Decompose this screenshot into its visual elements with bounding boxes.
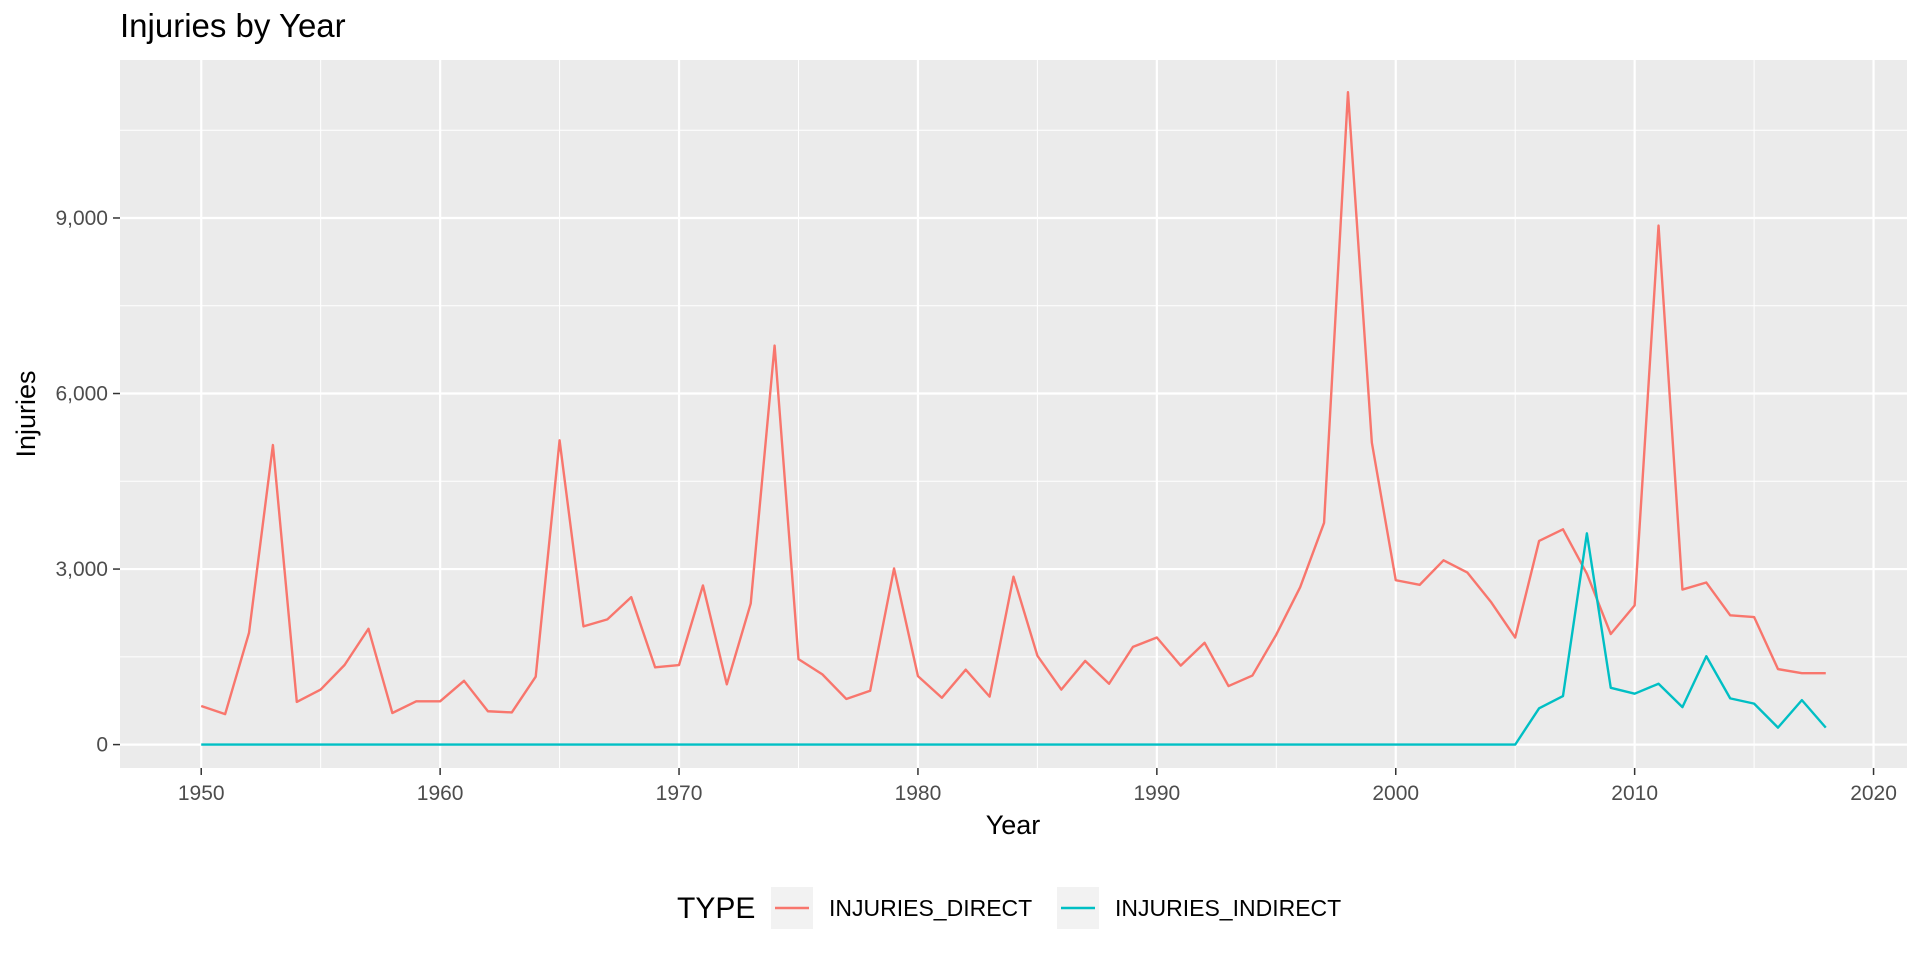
x-tick-label: 1950 xyxy=(178,782,225,805)
y-axis: 0 3,000 6,000 9,000 xyxy=(55,207,120,757)
series-line-injuries-direct xyxy=(200,90,1826,716)
series-line-injuries-indirect xyxy=(201,532,1827,746)
legend-title: TYPE xyxy=(677,892,755,925)
y-tick-label: 3,000 xyxy=(55,558,108,581)
x-axis: 1950 1960 1970 1980 1990 2000 2010 2020 xyxy=(178,768,1897,805)
x-tick-label: 2020 xyxy=(1850,782,1897,805)
x-axis-title: Year xyxy=(986,810,1041,840)
legend-label-injuries-indirect: INJURIES_INDIRECT xyxy=(1115,895,1341,921)
y-tick-label: 6,000 xyxy=(55,383,108,406)
y-tick-label: 0 xyxy=(96,734,108,757)
plot-panel xyxy=(120,60,1907,768)
legend: TYPE INJURIES_DIRECT INJURIES_INDIRECT xyxy=(677,887,1341,929)
x-tick-label: 1970 xyxy=(656,782,703,805)
x-tick-label: 2000 xyxy=(1372,782,1419,805)
y-axis-title: Injuries xyxy=(11,370,41,457)
major-gridlines xyxy=(120,60,1907,768)
chart-title: Injuries by Year xyxy=(120,7,346,44)
x-tick-label: 1980 xyxy=(895,782,942,805)
x-tick-label: 2010 xyxy=(1611,782,1658,805)
minor-gridlines xyxy=(120,60,1907,768)
x-tick-label: 1960 xyxy=(417,782,464,805)
x-tick-label: 1990 xyxy=(1133,782,1180,805)
series-lines xyxy=(200,90,1827,746)
y-tick-label: 9,000 xyxy=(55,207,108,230)
legend-label-injuries-direct: INJURIES_DIRECT xyxy=(829,895,1032,921)
